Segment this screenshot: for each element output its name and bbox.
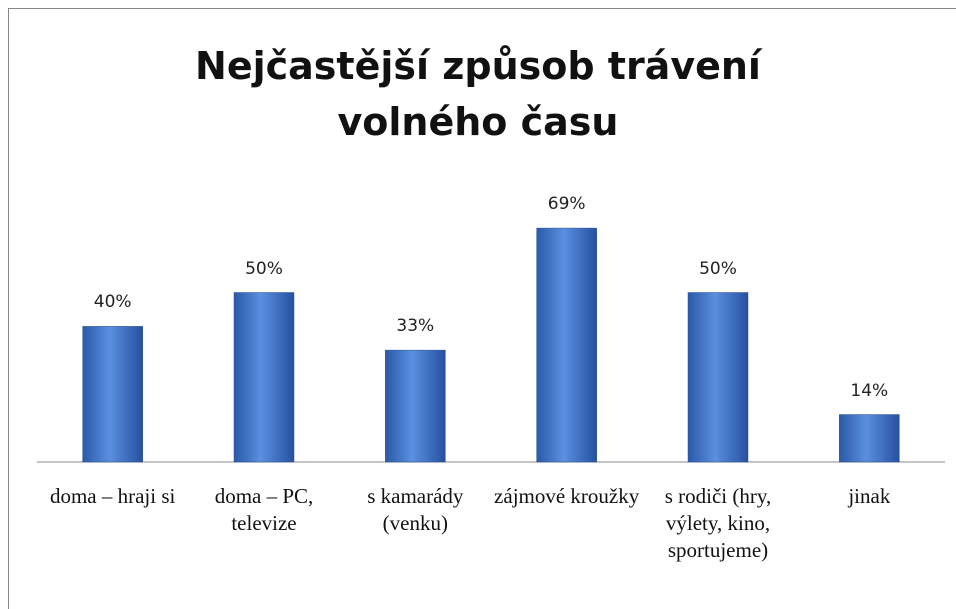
data-label: 50%: [699, 258, 737, 279]
bar: [687, 292, 749, 463]
x-tick-label: doma – PC, televize: [214, 484, 314, 535]
x-tick-label: zájmové kroužky: [494, 484, 640, 508]
bar: [839, 414, 900, 463]
data-label: 40%: [93, 292, 132, 313]
bar: [536, 227, 597, 463]
data-label: 33%: [396, 316, 435, 337]
plot: [37, 227, 945, 463]
chart-title: Nejčastější způsob trávení volného času: [195, 44, 761, 144]
chart: Nejčastější způsob trávení volného času …: [8, 8, 956, 609]
bar: [82, 326, 143, 463]
data-label: 69%: [547, 194, 586, 215]
x-tick-label: jinak: [848, 484, 891, 508]
data-label: 50%: [245, 258, 283, 279]
x-tick-label: s kamarády (venku): [367, 484, 464, 535]
chart-frame: [8, 8, 956, 609]
data-label: 14%: [850, 380, 889, 401]
x-tick-label: s rodiči (hry, výlety, kino, sportujeme): [664, 484, 772, 562]
x-tick-label: doma – hraji si: [49, 484, 176, 508]
bar: [385, 349, 446, 463]
bar: [233, 292, 295, 463]
